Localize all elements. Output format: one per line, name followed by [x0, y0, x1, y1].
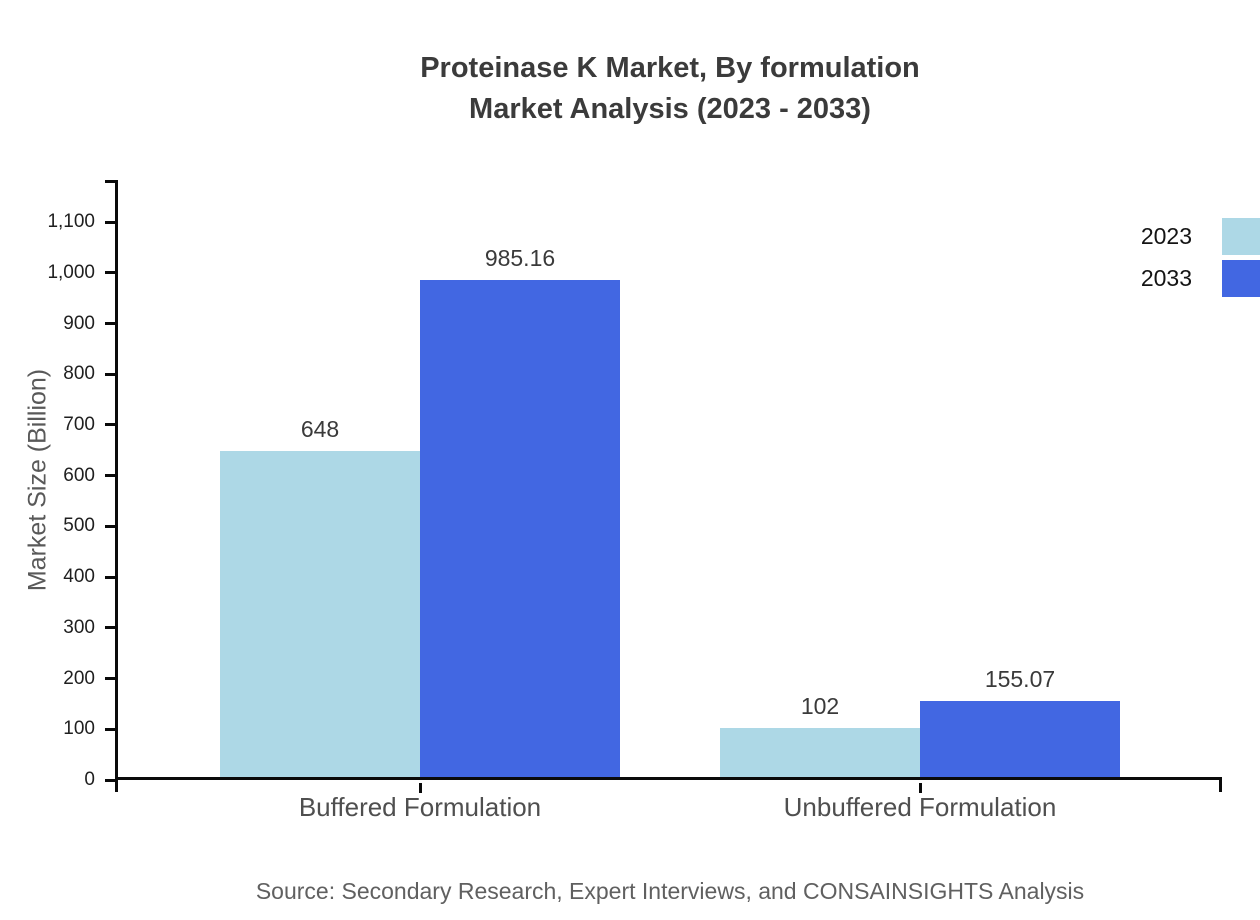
y-tick-label: 900 [63, 312, 95, 334]
y-tick-label: 400 [63, 566, 95, 588]
bar-value-label: 155.07 [984, 666, 1056, 693]
plot-area: 0 100 200 300 400 500 600 700 800 900 1,000 1,100 64… [47, 180, 1222, 822]
legend-label-2023: 2023 [1140, 223, 1192, 249]
y-tick-mark [105, 423, 115, 427]
y-tick-label: 600 [63, 464, 95, 486]
y-axis-line [115, 180, 118, 792]
y-tick-label: 500 [63, 515, 95, 537]
bar-value-label: 648 [300, 416, 340, 443]
y-tick-mark [105, 474, 115, 478]
y-tick-mark [105, 727, 115, 731]
x-tick-mark [418, 783, 422, 793]
legend: 2023 2033 [1141, 218, 1260, 302]
y-tick-label: 800 [63, 363, 95, 385]
bar-2033 [920, 701, 1120, 780]
y-tick-mark [105, 677, 115, 681]
y-tick-mark [105, 575, 115, 579]
x-axis-end-cap-tick [1219, 780, 1222, 792]
y-tick-mark [105, 626, 115, 630]
bar-2023 [220, 451, 420, 780]
y-tick-label: 200 [63, 667, 95, 689]
y-tick-mark [105, 271, 115, 275]
y-tick-label: 1,000 [47, 261, 95, 283]
x-tick-mark [918, 783, 922, 793]
bar-2033 [420, 280, 620, 780]
y-tick-label: 0 [84, 769, 95, 790]
y-tick-mark [105, 322, 115, 326]
y-tick-label: 700 [63, 413, 95, 435]
legend-swatch-2033 [1222, 260, 1260, 297]
legend-swatch-2023 [1222, 218, 1260, 255]
x-axis-category-label: Unbuffered Formulation [783, 792, 1057, 822]
y-tick-mark [105, 220, 115, 224]
y-tick-mark [105, 778, 115, 782]
legend-item-2033: 2033 [1141, 260, 1260, 297]
bar-2023 [720, 728, 920, 780]
bar-value-label: 985.16 [484, 245, 556, 272]
bar-value-label: 102 [800, 693, 840, 720]
legend-label-2033: 2033 [1140, 265, 1192, 291]
x-axis-line [118, 777, 1222, 780]
source-note: Source: Secondary Research, Expert Inter… [255, 878, 1085, 904]
y-tick-mark [105, 372, 115, 376]
y-tick-mark [105, 524, 115, 528]
x-axis-category-label: Buffered Formulation [298, 792, 542, 822]
chart-title: Proteinase K Market, By formulation Mark… [118, 48, 1222, 130]
y-tick-label: 100 [63, 718, 95, 740]
chart-title-line2: Market Analysis (2023 - 2033) [469, 93, 871, 125]
chart-title-line1: Proteinase K Market, By formulation [420, 52, 920, 84]
y-tick-label: 300 [63, 616, 95, 638]
y-tick-label: 1,100 [47, 211, 95, 233]
y-axis-top-cap-tick [105, 180, 115, 183]
legend-item-2023: 2023 [1141, 218, 1260, 255]
